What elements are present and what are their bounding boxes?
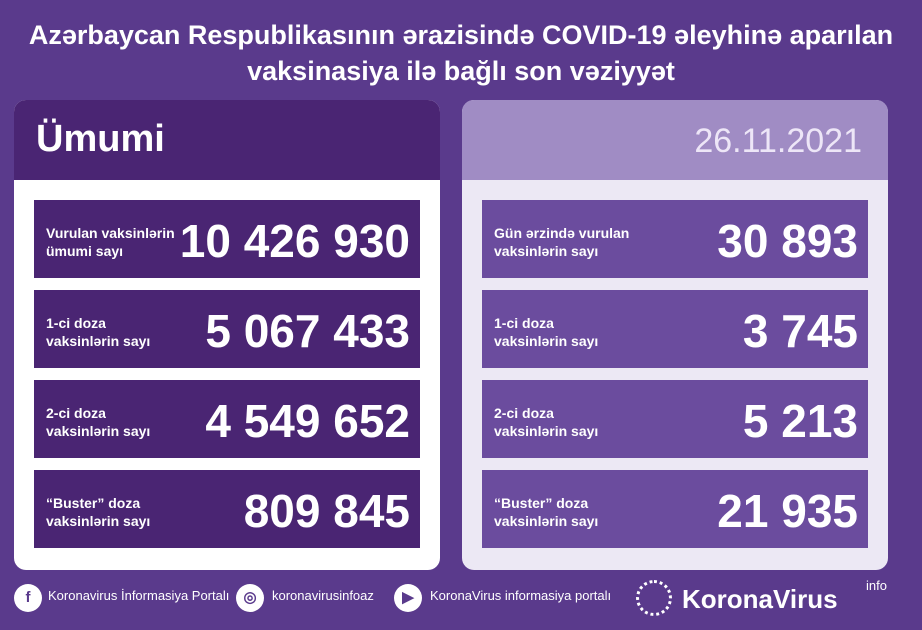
stat-row: Gün ərzində vurulan vaksinlərin sayı 30 89… [482, 200, 868, 278]
label-line: 1-ci doza [46, 315, 106, 331]
label-line: vaksinlərin sayı [494, 333, 599, 349]
label-line: vaksinlərin sayı [494, 243, 599, 259]
label-line: 2-ci doza [46, 405, 106, 421]
facebook-icon[interactable]: f [14, 584, 42, 612]
stat-value: 5 067 433 [205, 305, 410, 357]
stat-label: 2-ci doza vaksinlərin sayı [494, 404, 598, 440]
stat-label: Vurulan vaksinlərin ümumi sayı [46, 224, 175, 260]
date: 26.11.2021 [694, 122, 862, 160]
label-line: “Buster” doza [46, 495, 141, 511]
title: Azərbaycan Respublikasının ərazisində CO… [28, 20, 894, 50]
stat-row: 2-ci doza vaksinlərin sayı 4 549 652 [34, 380, 420, 458]
stat-label: Gün ərzində vurulan vaksinlərin sayı [494, 224, 629, 260]
right-panel: 26.11.2021 Gün ərzində vurulan vaksinləri… [462, 100, 888, 570]
label-line: Gün ərzində vurulan [494, 225, 630, 241]
title: vaksinasiya ilə bağlı son vəziyyət [247, 56, 675, 86]
stat-value: 5 213 [742, 395, 858, 447]
stat-label: 1-ci doza vaksinlərin sayı [46, 314, 150, 350]
label-line: 1-ci doza [494, 315, 554, 331]
logo-sup: info [866, 578, 887, 593]
facebook-link[interactable]: Koronavirus İnformasiya Portalı [48, 588, 230, 603]
stat-value: 21 935 [717, 485, 858, 537]
stat-label: 2-ci doza vaksinlərin sayı [46, 404, 150, 440]
stat-row: 2-ci doza vaksinlərin sayı 5 213 [482, 380, 868, 458]
stat-row: 1-ci doza vaksinlərin sayı 3 745 [482, 290, 868, 368]
stat-row: 1-ci doza vaksinlərin sayı 5 067 433 [34, 290, 420, 368]
left-panel: Ümumi Vurulan vaksinlərin ümumi sayı 10 42… [14, 100, 440, 570]
label-line: vaksinlərin sayı [46, 513, 151, 529]
stat-value: 4 549 652 [205, 395, 410, 447]
logo-icon [636, 580, 672, 616]
youtube-icon[interactable]: ▶ [394, 584, 422, 612]
label-line: “Buster” doza [494, 495, 589, 511]
stat-label: “Buster” doza vaksinlərin sayı [46, 494, 150, 530]
stat-value: 10 426 930 [179, 215, 410, 267]
label-line: vaksinlərin sayı [46, 333, 151, 349]
logo: KoronaVirus [682, 584, 838, 614]
label-line: Vurulan vaksinlərin [46, 225, 175, 241]
label-line: 2-ci doza [494, 405, 554, 421]
stat-label: “Buster” doza vaksinlərin sayı [494, 494, 598, 530]
label-line: vaksinlərin sayı [494, 423, 599, 439]
stat-row: “Buster” doza vaksinlərin sayı 21 935 [482, 470, 868, 548]
stat-row: “Buster” doza vaksinlərin sayı 809 845 [34, 470, 420, 548]
label-line: vaksinlərin sayı [46, 423, 151, 439]
instagram-icon[interactable]: ◎ [236, 584, 264, 612]
stat-row: Vurulan vaksinlərin ümumi sayı 10 426 930 [34, 200, 420, 278]
label-line: ümumi sayı [46, 243, 124, 259]
stat-label: 1-ci doza vaksinlərin sayı [494, 314, 598, 350]
stat-value: 809 845 [243, 485, 410, 537]
label-line: vaksinlərin sayı [494, 513, 599, 529]
youtube-link[interactable]: KoronaVirus informasiya portalı [430, 588, 612, 603]
instagram-link[interactable]: koronavirusinfoaz [272, 588, 374, 603]
panel-title: Ümumi [36, 118, 165, 160]
stat-value: 3 745 [742, 305, 858, 357]
stat-value: 30 893 [717, 215, 858, 267]
